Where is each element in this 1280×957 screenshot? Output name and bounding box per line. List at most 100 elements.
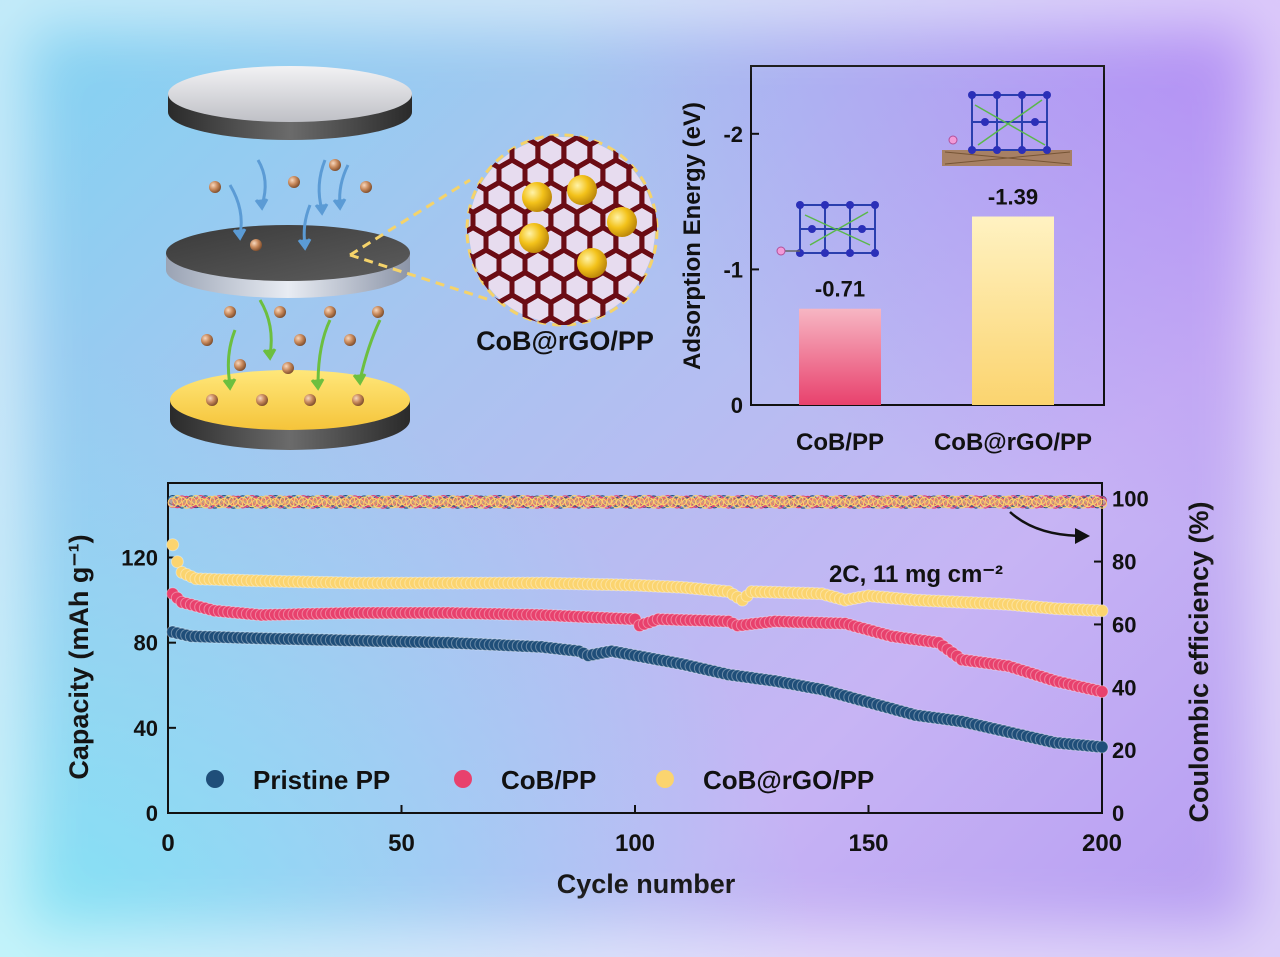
rgo-hexagon — [652, 157, 657, 193]
rgo-hexagon — [652, 135, 657, 148]
coulombic-efficiency-point — [527, 498, 538, 509]
inset-bar — [972, 216, 1054, 405]
y2-tick-label: 60 — [1112, 612, 1136, 637]
coulombic-efficiency-point — [760, 495, 771, 506]
coulombic-efficiency-point — [503, 495, 514, 506]
coulombic-efficiency-point — [984, 495, 995, 506]
coulombic-efficiency-series — [167, 494, 1107, 509]
top-electrode-disc — [168, 66, 412, 140]
inset-bars: -0.71 CoB/PP -1.39 CoB@rGO/PP — [796, 185, 1092, 456]
coulombic-efficiency-point — [1045, 498, 1056, 509]
inset-category-label: CoB/PP — [796, 429, 884, 456]
efficiency-axis-arrow — [1009, 511, 1090, 544]
coulombic-efficiency-point — [1036, 494, 1047, 505]
inset-bar-value-label: -1.39 — [988, 185, 1038, 210]
rgo-hexagon — [467, 135, 489, 171]
legend-label: CoB/PP — [501, 765, 596, 795]
inset-plot-frame — [750, 65, 1105, 406]
zoom-label: CoB@rGO/PP — [476, 326, 654, 356]
rgo-hexagon — [460, 93, 486, 123]
rgo-hexagon — [434, 138, 460, 168]
coulombic-efficiency-point — [354, 498, 365, 509]
coulombic-efficiency-point — [466, 494, 477, 505]
rgo-mesh-zoom — [421, 93, 668, 348]
coulombic-efficiency-point — [933, 495, 944, 506]
adsorption-energy-chart: 0 -1 -2 -0.71 CoB/PP -1.39 CoB@rGO/PP Adsorpt… — [679, 65, 1105, 456]
x-tick-label: 0 — [161, 830, 174, 857]
inset-bar — [799, 308, 881, 405]
coulombic-efficiency-point — [415, 495, 426, 506]
cob-rgo-structure-model — [942, 91, 1072, 166]
legend-label: CoB@rGO/PP — [703, 765, 874, 795]
coulombic-efficiency-point — [900, 495, 911, 506]
rgo-hexagon — [652, 247, 657, 283]
rgo-hexagon — [434, 318, 460, 348]
coulombic-efficiency-point — [251, 498, 262, 509]
y-tick-label: 80 — [134, 631, 158, 656]
x-axis-label: Cycle number — [557, 869, 736, 899]
coulombic-efficiency-point — [303, 498, 314, 509]
legend-marker — [206, 770, 224, 788]
left-y-axis-label: Capacity (mAh g⁻¹) — [64, 534, 94, 779]
inset-y-tick-label: 0 — [731, 393, 743, 418]
right-y-axis-label: Coulombic efficiency (%) — [1184, 501, 1214, 822]
rgo-hexagon — [434, 93, 460, 123]
rgo-hexagon — [626, 292, 657, 325]
coulombic-efficiency-point — [181, 498, 192, 509]
capacity-point — [166, 538, 180, 552]
green-flow-arrows — [222, 299, 382, 391]
y2-tick-label: 40 — [1112, 675, 1136, 700]
separator-schematic: CoB@rGO/PP — [166, 66, 668, 450]
capacity-point — [1095, 685, 1109, 699]
capacity-series-0 — [166, 625, 1109, 754]
rgo-hexagon — [486, 93, 512, 123]
coulombic-efficiency-point — [219, 497, 230, 508]
rgo-hexagon — [434, 228, 460, 258]
inset-y-axis-label: Adsorption Energy (eV) — [679, 102, 706, 370]
coulombic-efficiency-point — [639, 494, 650, 505]
coulombic-efficiency-point — [191, 495, 202, 506]
coulombic-efficiency-point — [863, 494, 874, 505]
bottom-electrode-disc — [170, 370, 410, 450]
capacity-series-2 — [166, 538, 1109, 618]
coulombic-efficiency-point — [587, 495, 598, 506]
rgo-hexagon — [561, 314, 593, 325]
polysulfide-particles — [201, 159, 384, 406]
capacity-series-1 — [166, 587, 1109, 699]
main-plot-frame — [167, 482, 1103, 814]
coulombic-efficiency-point — [536, 495, 547, 506]
test-condition-annotation: 2C, 11 mg cm⁻² — [829, 561, 1003, 588]
rgo-hexagon — [421, 115, 447, 145]
capacity-point — [1095, 740, 1109, 754]
y2-tick-label: 100 — [1112, 487, 1149, 512]
coulombic-efficiency-point — [751, 498, 762, 509]
x-tick-label: 50 — [388, 830, 415, 857]
coulombic-efficiency-point — [615, 497, 626, 508]
y2-tick-label: 80 — [1112, 550, 1136, 575]
coulombic-efficiency-point — [1097, 498, 1107, 509]
y2-tick-label: 0 — [1112, 801, 1124, 826]
coulombic-efficiency-point — [924, 498, 935, 509]
rgo-hexagon — [421, 205, 447, 235]
coulombic-efficiency-point — [872, 498, 883, 509]
chart-legend: Pristine PP CoB/PP CoB@rGO/PP — [206, 765, 874, 795]
rgo-hexagon — [652, 202, 657, 238]
legend-marker — [454, 770, 472, 788]
x-axis-ticks: 0 50 100 150 200 — [161, 805, 1122, 857]
coulombic-efficiency-point — [242, 494, 253, 505]
x-tick-label: 150 — [848, 830, 888, 857]
rgo-hexagon — [590, 93, 616, 123]
rgo-hexagon — [512, 93, 538, 123]
coulombic-efficiency-point — [475, 498, 486, 509]
coulombic-efficiency-point — [812, 494, 823, 505]
coulombic-efficiency-point — [648, 498, 659, 509]
right-y-axis-ticks: 0 20 40 60 80 100 — [1094, 487, 1149, 826]
blue-flow-arrows — [228, 159, 350, 251]
rgo-hexagon — [642, 93, 668, 123]
coulombic-efficiency-point — [363, 495, 374, 506]
rgo-hexagon — [535, 314, 567, 325]
rgo-hexagon — [652, 292, 657, 325]
rgo-hexagon — [421, 160, 447, 190]
